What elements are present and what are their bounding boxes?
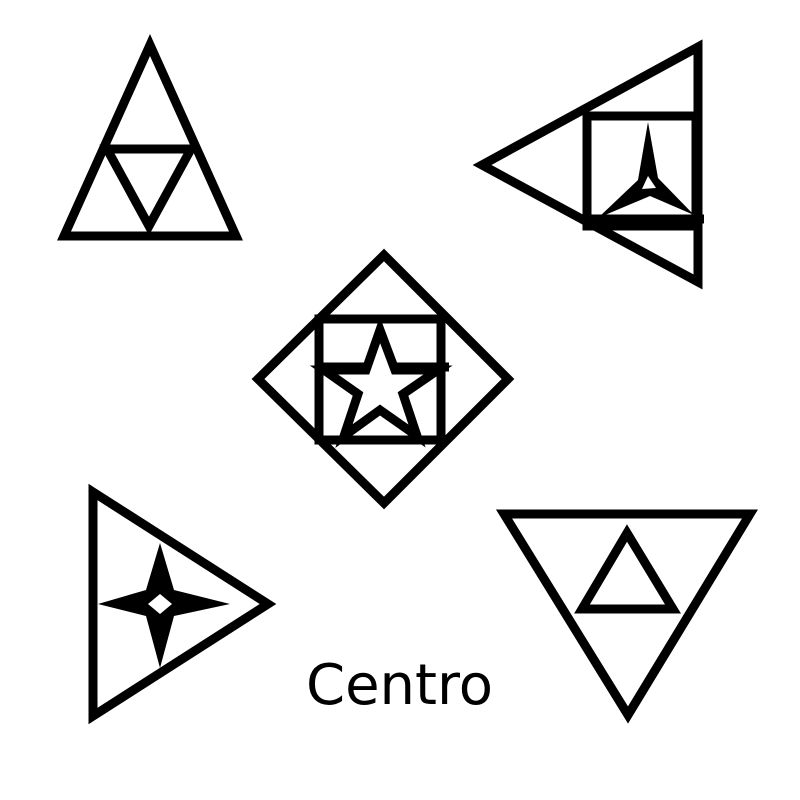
center-figure: [251, 248, 515, 510]
top-left-figure: [57, 34, 243, 241]
center-outer-diamond: [251, 248, 515, 510]
caption-label: Centro: [306, 653, 493, 718]
bottom-left-figure: [88, 483, 277, 725]
bottom-left-star-center: [148, 594, 172, 614]
bottom-right-figure: [495, 509, 758, 724]
center-five-point-star-icon: [309, 316, 453, 448]
top-right-inner-square: [582, 111, 701, 231]
top-right-figure: [472, 39, 704, 290]
bottom-right-inner-triangle: [574, 524, 681, 614]
top-right-star-center: [642, 176, 656, 189]
bottom-right-outer-inverted-triangle: [495, 509, 758, 724]
top-right-three-point-star-icon: [598, 122, 694, 218]
top-left-outer-triangle: [57, 34, 243, 241]
top-left-inner-inverted-triangle: [99, 144, 199, 236]
bottom-left-outer-triangle: [88, 483, 277, 725]
